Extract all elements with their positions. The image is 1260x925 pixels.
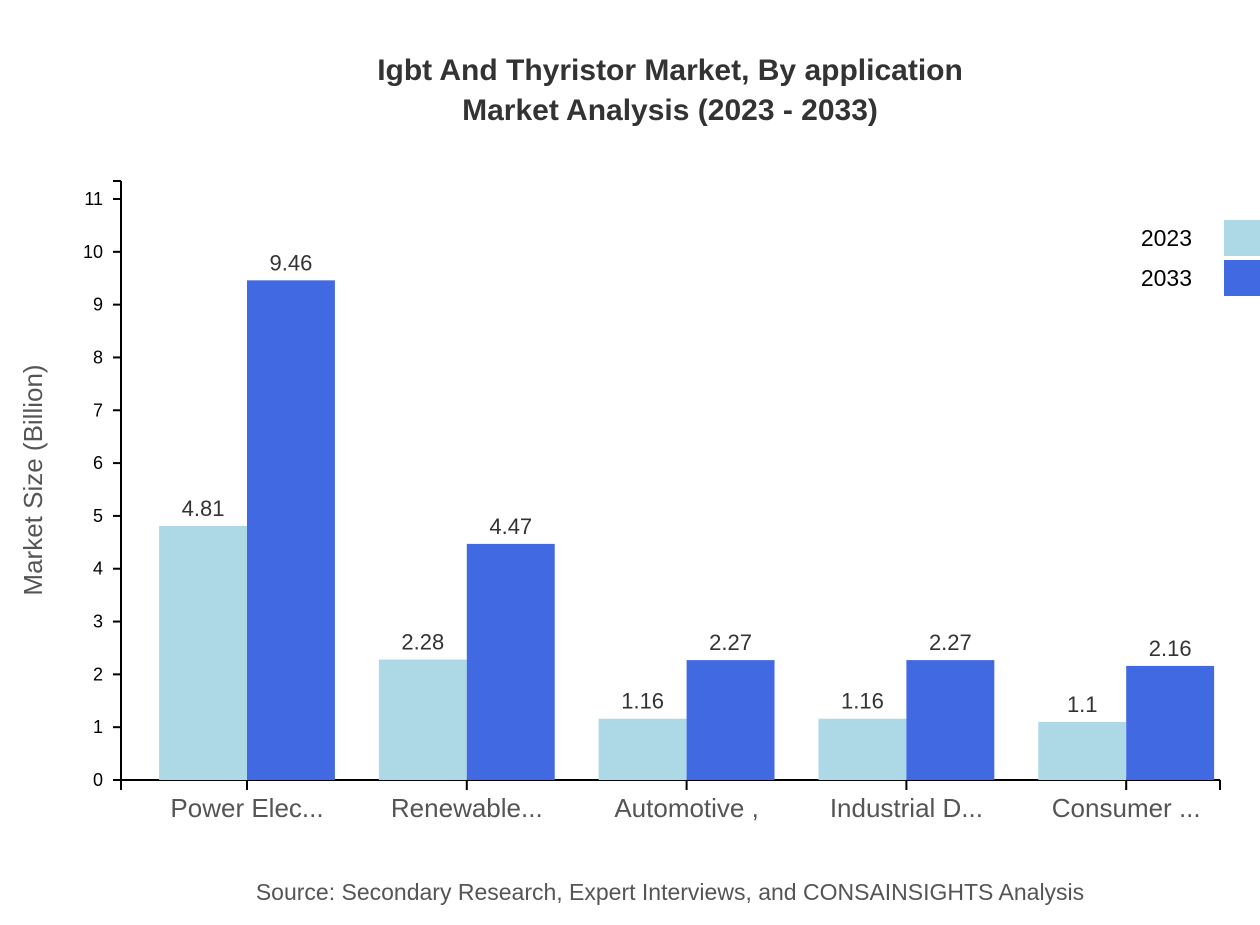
y-tick-label: 6: [93, 453, 103, 473]
bar-2033: [906, 660, 995, 780]
bar-2033: [247, 280, 335, 780]
x-axis: Power Elec... Renewable... Automotive , Ind…: [120, 779, 1221, 823]
bar-value-label: 1.1: [1067, 692, 1098, 717]
x-tick-label: Power Elec...: [170, 793, 323, 823]
bars: 4.81 9.46 2.28 4.47 1.16 2.27 1.16 2.27 1.1 2.16: [159, 250, 1215, 780]
bar-value-label: 4.81: [182, 496, 225, 521]
bar-2033: [686, 660, 775, 780]
bar-value-label: 1.16: [621, 689, 664, 714]
y-tick-label: 10: [83, 242, 103, 262]
bar-2023: [159, 525, 247, 780]
bar-value-label: 2.28: [401, 630, 444, 655]
y-tick-label: 7: [93, 400, 103, 420]
bar-value-label: 1.16: [841, 689, 884, 714]
bar-value-label: 2.27: [709, 630, 752, 655]
bar-2023: [1038, 721, 1127, 780]
bar-2033: [1126, 665, 1215, 780]
bar-value-label: 9.46: [270, 250, 313, 275]
legend-label: 2023: [1141, 225, 1192, 251]
bar-value-label: 2.27: [929, 630, 972, 655]
source-note: Source: Secondary Research, Expert Inter…: [256, 879, 1084, 905]
x-tick-label: Renewable...: [391, 793, 543, 823]
x-tick-label: Automotive ,: [614, 793, 759, 823]
bar-value-label: 2.16: [1149, 636, 1192, 661]
y-tick-label: 11: [84, 189, 103, 209]
y-axis-label: Market Size (Billion): [18, 364, 48, 595]
y-tick-label: 1: [93, 717, 103, 737]
y-tick-label: 3: [93, 612, 103, 632]
chart-subtitle: Market Analysis (2023 - 2033): [462, 94, 878, 127]
y-tick-label: 0: [93, 770, 103, 790]
x-tick-label: Consumer ...: [1052, 793, 1201, 823]
x-tick-label: Industrial D...: [830, 793, 983, 823]
y-tick-label: 5: [93, 506, 103, 526]
legend: 2023 2033: [1141, 220, 1260, 296]
y-tick-label: 9: [93, 295, 103, 315]
bar-2023: [378, 659, 467, 780]
chart-title: Igbt And Thyristor Market, By applicatio…: [377, 54, 963, 87]
legend-label: 2033: [1141, 265, 1192, 291]
y-tick-label: 8: [93, 347, 103, 367]
bar-2033: [466, 543, 555, 780]
y-tick-label: 2: [93, 664, 103, 684]
bar-value-label: 4.47: [489, 514, 532, 539]
bar-2023: [818, 718, 907, 780]
legend-swatch: [1224, 260, 1260, 296]
bar-2023: [598, 718, 687, 780]
y-axis: 0 1 2 3 4 5 6 7 8 9 10 11: [83, 180, 122, 790]
legend-swatch: [1224, 220, 1260, 256]
y-tick-label: 4: [93, 559, 103, 579]
